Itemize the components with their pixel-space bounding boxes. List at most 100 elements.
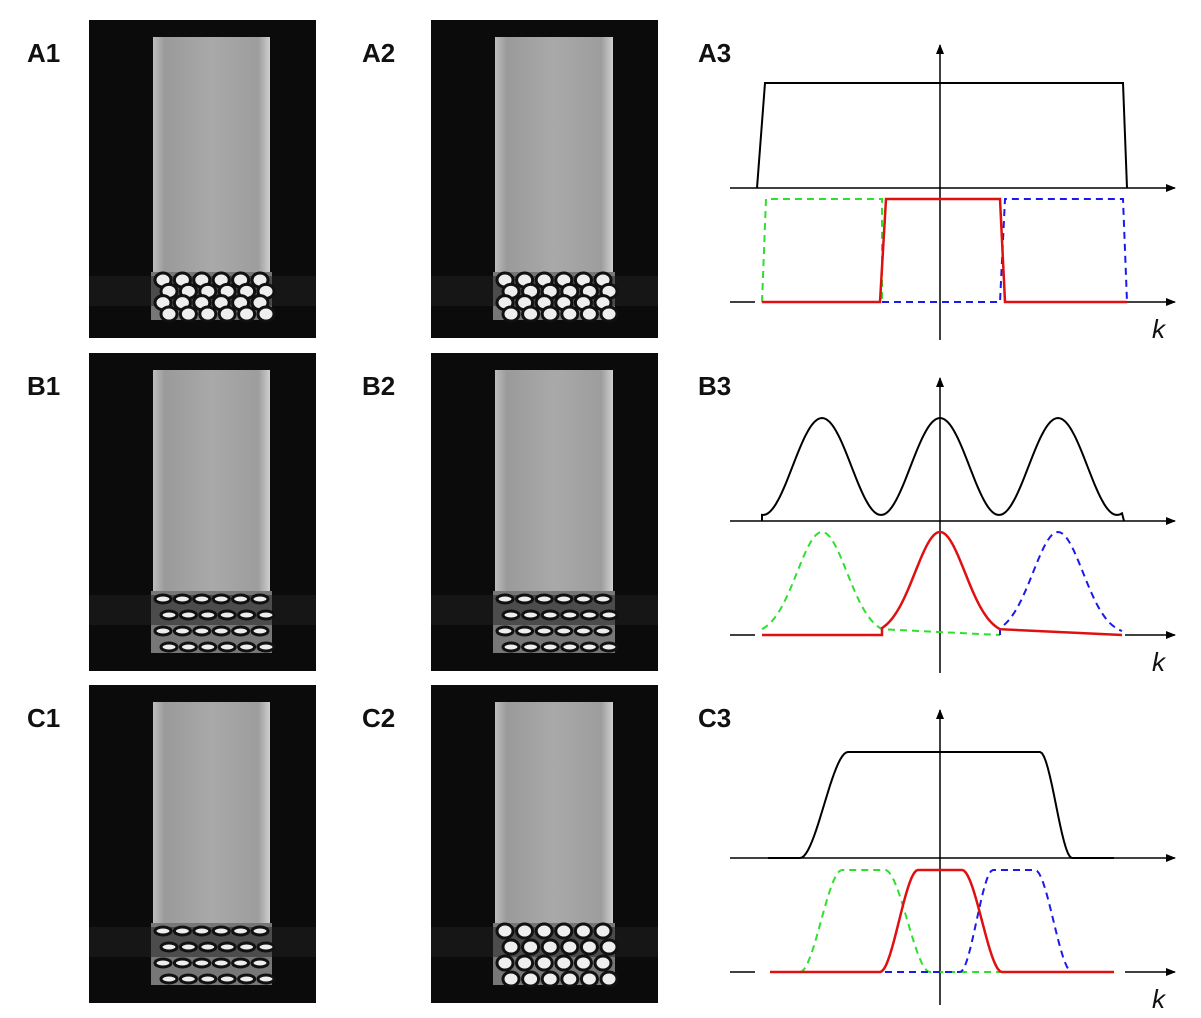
kspace-diagram: k xyxy=(730,44,1176,344)
bead xyxy=(534,593,554,605)
bead xyxy=(217,941,237,953)
bead xyxy=(515,625,535,637)
panel-label: B2 xyxy=(362,371,395,401)
bead xyxy=(560,305,580,323)
bead xyxy=(495,922,515,940)
bead xyxy=(515,922,535,940)
black-curve xyxy=(768,751,1114,859)
bead xyxy=(521,970,541,988)
bead xyxy=(579,305,599,323)
bead xyxy=(237,941,257,953)
bead xyxy=(599,970,619,988)
bead xyxy=(153,957,173,969)
bead xyxy=(501,305,521,323)
bead xyxy=(217,305,237,323)
bead xyxy=(599,641,619,653)
bead xyxy=(172,925,192,937)
bead xyxy=(593,954,613,972)
bead xyxy=(250,625,270,637)
bead xyxy=(178,609,198,621)
bead xyxy=(198,973,218,985)
bead xyxy=(599,305,619,323)
bead xyxy=(217,609,237,621)
bead xyxy=(515,593,535,605)
bead xyxy=(534,922,554,940)
bead xyxy=(579,641,599,653)
panel-label: C2 xyxy=(362,703,395,733)
bead xyxy=(198,641,218,653)
bead xyxy=(501,609,521,621)
green-curve xyxy=(761,198,883,303)
bead xyxy=(501,641,521,653)
bead xyxy=(217,973,237,985)
bead xyxy=(211,925,231,937)
bead xyxy=(211,957,231,969)
bead xyxy=(521,641,541,653)
bead xyxy=(231,925,251,937)
bead xyxy=(540,641,560,653)
bead xyxy=(211,625,231,637)
bead xyxy=(599,938,619,956)
bead xyxy=(237,973,257,985)
bead xyxy=(192,625,212,637)
bead xyxy=(178,641,198,653)
panel-label: C1 xyxy=(27,703,60,733)
bead xyxy=(554,593,574,605)
bead xyxy=(521,609,541,621)
black-curve xyxy=(761,416,1125,522)
bead xyxy=(521,938,541,956)
bead xyxy=(534,954,554,972)
panel-label: B3 xyxy=(698,371,731,401)
bead xyxy=(172,593,192,605)
bead xyxy=(217,641,237,653)
kspace-diagram: k xyxy=(730,377,1176,677)
bead xyxy=(250,925,270,937)
bead xyxy=(579,938,599,956)
mri-image xyxy=(431,20,658,338)
bead xyxy=(178,941,198,953)
bead xyxy=(159,973,179,985)
red-curve xyxy=(762,530,1123,637)
mri-image xyxy=(431,353,658,671)
bead xyxy=(521,305,541,323)
bead xyxy=(172,957,192,969)
mri-image xyxy=(89,685,316,1003)
bead xyxy=(560,938,580,956)
bead xyxy=(256,609,276,621)
bead xyxy=(501,970,521,988)
bead xyxy=(211,593,231,605)
bead xyxy=(515,954,535,972)
bead xyxy=(579,970,599,988)
bead xyxy=(554,954,574,972)
bead xyxy=(593,625,613,637)
panel-label: B1 xyxy=(27,371,60,401)
bead xyxy=(495,593,515,605)
bead xyxy=(192,957,212,969)
bead xyxy=(573,954,593,972)
red-curve xyxy=(770,868,1114,974)
bead xyxy=(534,625,554,637)
bead xyxy=(159,941,179,953)
black-curve xyxy=(756,82,1128,189)
green-curve xyxy=(799,869,1000,973)
bead xyxy=(554,922,574,940)
bead xyxy=(178,305,198,323)
bead xyxy=(178,973,198,985)
bead xyxy=(540,609,560,621)
bead xyxy=(250,957,270,969)
bead xyxy=(198,609,218,621)
bead xyxy=(256,973,276,985)
bead xyxy=(579,609,599,621)
bead xyxy=(231,593,251,605)
bead xyxy=(192,593,212,605)
bead xyxy=(159,305,179,323)
mri-image xyxy=(89,353,316,671)
mri-image xyxy=(89,20,316,338)
bead xyxy=(573,593,593,605)
bead xyxy=(198,305,218,323)
bead xyxy=(231,625,251,637)
bead xyxy=(256,941,276,953)
bead xyxy=(501,938,521,956)
blue-curve xyxy=(882,198,1128,303)
